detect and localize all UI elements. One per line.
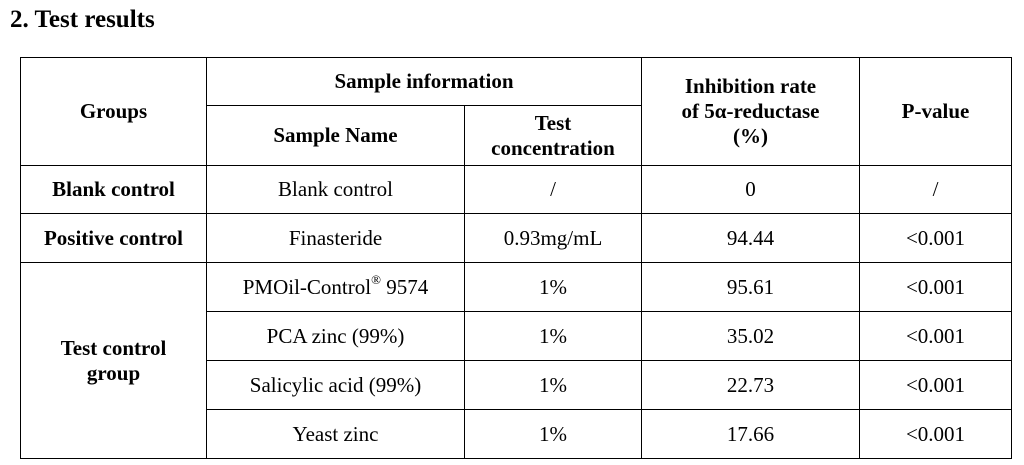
cell-sample-name: Salicylic acid (99%) xyxy=(206,360,465,410)
table-row: Yeast zinc 1% 17.66 <0.001 xyxy=(21,409,1012,459)
header-test-concentration: Test concentration xyxy=(464,105,642,166)
cell-sample-name: PMOil-Control® 9574 xyxy=(206,262,465,312)
cell-concentration: 1% xyxy=(464,262,642,312)
header-groups: Groups xyxy=(20,57,207,166)
cell-inhibition: 17.66 xyxy=(641,409,860,459)
header-sample-name: Sample Name xyxy=(206,105,465,166)
group-positive-control: Positive control xyxy=(20,213,207,263)
cell-p-value: <0.001 xyxy=(859,311,1012,361)
cell-inhibition: 22.73 xyxy=(641,360,860,410)
group-blank-control: Blank control xyxy=(20,165,207,214)
cell-sample-name: Blank control xyxy=(206,165,465,214)
cell-concentration: 1% xyxy=(464,409,642,459)
table-row: Blank control Blank control / 0 / xyxy=(20,165,1012,214)
sample-name-text: PMOil-Control xyxy=(242,274,372,299)
header-p-value: P-value xyxy=(859,57,1012,166)
cell-inhibition: 0 xyxy=(641,165,860,214)
header-test-concentration-line2: concentration xyxy=(491,135,615,160)
cell-sample-name: Finasteride xyxy=(206,213,465,263)
cell-p-value: <0.001 xyxy=(859,262,1012,312)
header-inhibition-rate: Inhibition rate of 5α-reductase (%) xyxy=(641,57,860,166)
header-inhibition-line2: of 5α-reductase xyxy=(681,99,820,123)
header-sample-information: Sample information xyxy=(206,57,642,106)
table-subheader-row: Sample Name Test concentration xyxy=(21,105,1012,166)
cell-p-value: <0.001 xyxy=(859,213,1012,263)
cell-p-value: / xyxy=(859,165,1012,214)
header-inhibition-line1: Inhibition rate xyxy=(684,74,817,98)
table-row: Positive control Finasteride 0.93mg/mL 9… xyxy=(20,213,1012,263)
group-test-control: Test control group xyxy=(20,262,207,459)
cell-concentration: / xyxy=(464,165,642,214)
table-row: PCA zinc (99%) 1% 35.02 <0.001 xyxy=(21,311,1012,361)
table-row: Salicylic acid (99%) 1% 22.73 <0.001 xyxy=(21,360,1012,410)
cell-concentration: 0.93mg/mL xyxy=(464,213,642,263)
section-heading: 2. Test results xyxy=(10,6,155,33)
sample-name-suffix: 9574 xyxy=(381,274,429,299)
test-results-table: Groups Sample information Inhibition rat… xyxy=(20,57,1012,459)
cell-inhibition: 94.44 xyxy=(641,213,860,263)
header-inhibition-line3: (%) xyxy=(733,124,768,148)
group-test-control-line1: Test control xyxy=(60,335,167,360)
cell-p-value: <0.001 xyxy=(859,360,1012,410)
cell-sample-name: PCA zinc (99%) xyxy=(206,311,465,361)
header-test-concentration-line1: Test xyxy=(534,110,572,135)
table-header-row: Groups Sample information Inhibition rat… xyxy=(20,57,1012,166)
registered-mark: ® xyxy=(371,271,381,287)
cell-inhibition: 35.02 xyxy=(641,311,860,361)
table-row: Test control group PMOil-Control® 9574 1… xyxy=(20,262,1012,459)
cell-sample-name: Yeast zinc xyxy=(206,409,465,459)
cell-p-value: <0.001 xyxy=(859,409,1012,459)
group-test-control-line2: group xyxy=(86,360,141,385)
cell-concentration: 1% xyxy=(464,360,642,410)
cell-concentration: 1% xyxy=(464,311,642,361)
cell-inhibition: 95.61 xyxy=(641,262,860,312)
